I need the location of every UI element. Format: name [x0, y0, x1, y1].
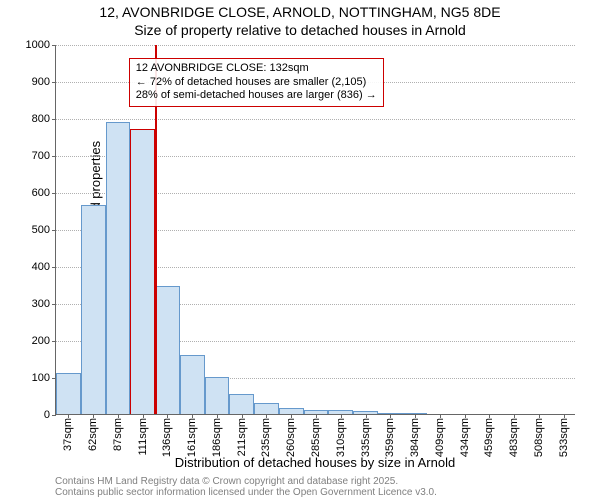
- plot-area: 0100200300400500600700800900100037sqm62s…: [55, 45, 575, 415]
- y-tick-label: 800: [32, 113, 50, 125]
- x-tick-label: 136sqm: [161, 418, 173, 457]
- y-tick-mark: [52, 45, 56, 46]
- histogram-bar: [56, 373, 81, 414]
- x-tick-label: 359sqm: [384, 418, 396, 457]
- footer: Contains HM Land Registry data © Crown c…: [55, 476, 437, 498]
- histogram-bar: [155, 286, 180, 414]
- y-tick-mark: [52, 230, 56, 231]
- y-tick-mark: [52, 119, 56, 120]
- annotation-line1: 12 AVONBRIDGE CLOSE: 132sqm: [136, 62, 377, 76]
- y-tick-label: 1000: [26, 39, 50, 51]
- y-tick-mark: [52, 193, 56, 194]
- annotation-box: 12 AVONBRIDGE CLOSE: 132sqm ← 72% of det…: [129, 58, 384, 107]
- footer-line1: Contains HM Land Registry data © Crown c…: [55, 476, 437, 487]
- y-tick-label: 400: [32, 261, 50, 273]
- x-tick-label: 335sqm: [360, 418, 372, 457]
- chart-title-main: 12, AVONBRIDGE CLOSE, ARNOLD, NOTTINGHAM…: [0, 4, 600, 20]
- y-tick-mark: [52, 156, 56, 157]
- histogram-bar: [180, 355, 205, 414]
- x-tick-label: 483sqm: [508, 418, 520, 457]
- x-tick-label: 111sqm: [137, 418, 149, 456]
- y-tick-mark: [52, 82, 56, 83]
- annotation-line2: ← 72% of detached houses are smaller (2,…: [136, 76, 377, 90]
- x-axis-label: Distribution of detached houses by size …: [55, 455, 575, 470]
- x-tick-label: 235sqm: [260, 418, 272, 457]
- histogram-bar: [81, 205, 106, 414]
- x-tick-label: 384sqm: [409, 418, 421, 457]
- y-tick-label: 100: [32, 372, 50, 384]
- y-tick-mark: [52, 267, 56, 268]
- x-tick-label: 62sqm: [87, 418, 99, 451]
- chart-title-sub: Size of property relative to detached ho…: [0, 22, 600, 38]
- chart-container: 12, AVONBRIDGE CLOSE, ARNOLD, NOTTINGHAM…: [0, 0, 600, 500]
- y-tick-label: 300: [32, 298, 50, 310]
- x-tick-label: 87sqm: [112, 418, 124, 451]
- x-tick-label: 409sqm: [434, 418, 446, 457]
- histogram-bar: [229, 394, 254, 414]
- x-tick-label: 434sqm: [459, 418, 471, 457]
- y-gridline: [56, 45, 575, 46]
- histogram-bar: [254, 403, 279, 414]
- annotation-line3: 28% of semi-detached houses are larger (…: [136, 89, 377, 103]
- x-tick-label: 186sqm: [211, 418, 223, 457]
- histogram-bar: [106, 122, 131, 414]
- y-tick-label: 900: [32, 76, 50, 88]
- x-tick-label: 533sqm: [558, 418, 570, 457]
- y-gridline: [56, 119, 575, 120]
- y-tick-mark: [52, 341, 56, 342]
- y-tick-mark: [52, 304, 56, 305]
- x-tick-label: 508sqm: [533, 418, 545, 457]
- x-tick-label: 211sqm: [236, 418, 248, 456]
- x-tick-label: 260sqm: [285, 418, 297, 457]
- footer-line2: Contains public sector information licen…: [55, 487, 437, 498]
- y-tick-label: 700: [32, 150, 50, 162]
- y-tick-label: 500: [32, 224, 50, 236]
- y-tick-label: 600: [32, 187, 50, 199]
- histogram-bar: [130, 129, 155, 414]
- y-tick-label: 200: [32, 335, 50, 347]
- x-tick-label: 285sqm: [310, 418, 322, 457]
- y-tick-label: 0: [44, 409, 50, 421]
- x-tick-label: 459sqm: [483, 418, 495, 457]
- x-tick-label: 310sqm: [335, 418, 347, 457]
- x-tick-label: 161sqm: [186, 418, 198, 457]
- x-tick-label: 37sqm: [62, 418, 74, 451]
- histogram-bar: [205, 377, 230, 414]
- y-tick-mark: [52, 415, 56, 416]
